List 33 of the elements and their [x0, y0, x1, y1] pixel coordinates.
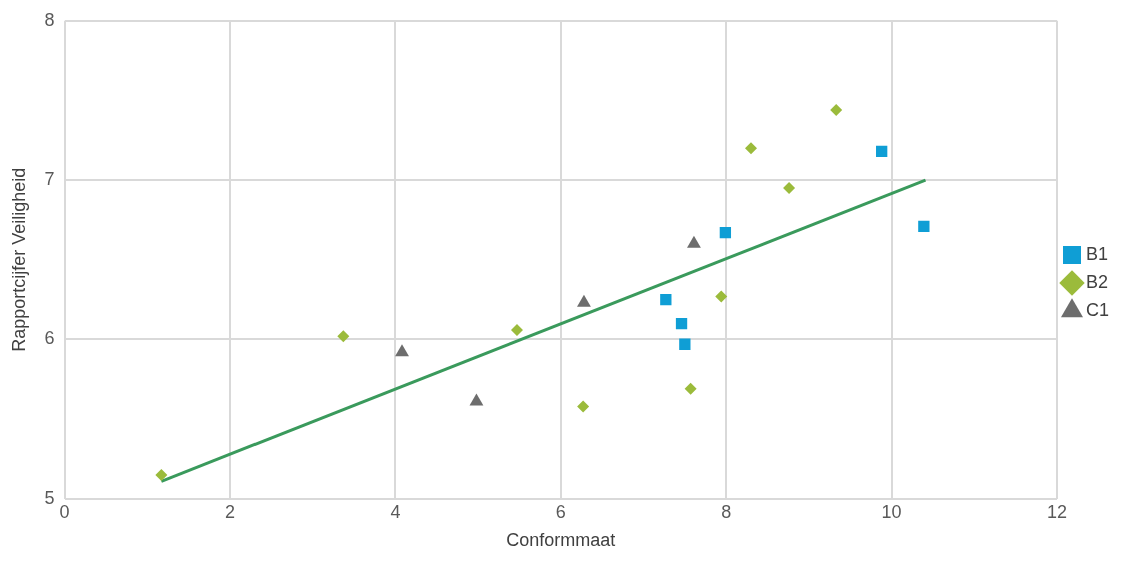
- point: [918, 220, 930, 232]
- point: [715, 290, 728, 303]
- point: [337, 330, 350, 343]
- y-tick-label: 5: [44, 487, 55, 508]
- point: [660, 293, 672, 306]
- point: [679, 338, 691, 350]
- x-tick-label: 4: [390, 501, 401, 522]
- point: [155, 468, 168, 481]
- y-axis-title: Rapportcijfer Veiligheid: [8, 167, 29, 352]
- x-tick-label: 0: [59, 501, 70, 522]
- point: [510, 323, 523, 336]
- y-tick-label: 6: [44, 328, 55, 349]
- point: [395, 344, 409, 357]
- x-tick-label: 8: [721, 501, 732, 522]
- x-tick-label: 2: [225, 501, 236, 522]
- point: [684, 382, 697, 395]
- point: [675, 317, 688, 330]
- x-tick-label: 6: [555, 501, 566, 522]
- x-tick-label: 12: [1046, 501, 1068, 522]
- y-tick-label: 8: [44, 9, 55, 30]
- point: [469, 393, 484, 406]
- legend-label: B2: [1085, 271, 1109, 292]
- y-tick-label: 7: [44, 169, 55, 190]
- point: [745, 142, 758, 155]
- point: [830, 104, 843, 117]
- legend-label: B1: [1085, 243, 1109, 264]
- x-axis-title: Conformmaat: [506, 530, 616, 551]
- point: [577, 400, 590, 413]
- point: [783, 182, 796, 195]
- point: [719, 227, 732, 239]
- x-tick-label: 10: [881, 501, 902, 522]
- legend-label: C1: [1085, 299, 1110, 320]
- point: [876, 145, 888, 158]
